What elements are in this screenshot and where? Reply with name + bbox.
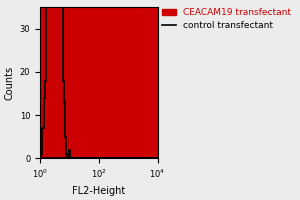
Y-axis label: Counts: Counts xyxy=(4,66,14,100)
Polygon shape xyxy=(40,0,158,158)
Legend: CEACAM19 transfectant, control transfectant: CEACAM19 transfectant, control transfect… xyxy=(159,4,295,34)
X-axis label: FL2-Height: FL2-Height xyxy=(72,186,125,196)
